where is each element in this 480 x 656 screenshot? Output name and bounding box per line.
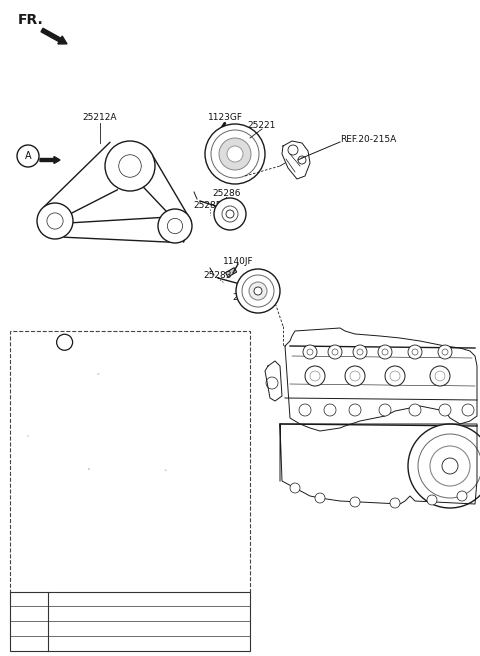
Text: REF.20-215A: REF.20-215A: [340, 136, 396, 144]
Circle shape: [324, 404, 336, 416]
Circle shape: [303, 345, 317, 359]
Circle shape: [242, 275, 274, 307]
Text: 25221: 25221: [248, 121, 276, 131]
Text: 25286: 25286: [213, 190, 241, 199]
Circle shape: [439, 404, 451, 416]
Circle shape: [37, 203, 73, 239]
Circle shape: [442, 349, 448, 355]
Circle shape: [457, 491, 467, 501]
Circle shape: [222, 206, 238, 222]
Circle shape: [378, 345, 392, 359]
Text: 1123GF: 1123GF: [207, 113, 242, 123]
Text: A: A: [24, 151, 31, 161]
Circle shape: [357, 349, 363, 355]
Circle shape: [219, 138, 251, 170]
Circle shape: [408, 345, 422, 359]
Circle shape: [307, 349, 313, 355]
Text: ALTERNATOR: ALTERNATOR: [53, 594, 110, 604]
Text: 25285P: 25285P: [193, 201, 227, 211]
Circle shape: [349, 404, 361, 416]
Circle shape: [427, 495, 437, 505]
Circle shape: [249, 282, 267, 300]
Text: AC: AC: [22, 609, 34, 619]
Circle shape: [299, 404, 311, 416]
Circle shape: [418, 434, 480, 498]
Text: DP: DP: [22, 624, 34, 633]
Text: AIR CON COMPRESSOR: AIR CON COMPRESSOR: [53, 609, 156, 619]
Circle shape: [254, 287, 262, 295]
Bar: [226, 268, 237, 277]
Circle shape: [379, 404, 391, 416]
Circle shape: [158, 209, 192, 243]
Circle shape: [442, 458, 458, 474]
Text: WP: WP: [21, 639, 35, 648]
Text: AN: AN: [21, 594, 34, 604]
Text: A: A: [61, 338, 68, 347]
FancyArrow shape: [41, 28, 67, 44]
Circle shape: [350, 371, 360, 381]
Text: WP: WP: [90, 369, 107, 379]
Circle shape: [315, 493, 325, 503]
Circle shape: [119, 155, 141, 177]
Circle shape: [211, 130, 259, 178]
Bar: [10, 331, 250, 594]
Text: 25212A: 25212A: [83, 113, 117, 123]
Circle shape: [305, 366, 325, 386]
Circle shape: [350, 497, 360, 507]
Text: FR.: FR.: [18, 13, 44, 27]
Text: DRIVE PULLEY: DRIVE PULLEY: [53, 624, 116, 633]
Circle shape: [430, 366, 450, 386]
Text: AN: AN: [21, 431, 35, 441]
Circle shape: [328, 345, 342, 359]
Text: WATER PUMP: WATER PUMP: [53, 639, 111, 648]
Circle shape: [345, 366, 365, 386]
Text: 25281: 25281: [233, 293, 261, 302]
Circle shape: [435, 371, 445, 381]
Text: DP: DP: [82, 464, 96, 474]
Circle shape: [332, 349, 338, 355]
Text: AC: AC: [158, 465, 173, 476]
Circle shape: [353, 345, 367, 359]
Circle shape: [57, 335, 72, 350]
Circle shape: [290, 483, 300, 493]
Text: 1140JF: 1140JF: [223, 256, 253, 266]
Circle shape: [390, 371, 400, 381]
Circle shape: [236, 269, 280, 313]
Bar: [10, 592, 250, 651]
Circle shape: [168, 218, 183, 234]
Circle shape: [409, 404, 421, 416]
Circle shape: [226, 210, 234, 218]
Circle shape: [430, 446, 470, 486]
Circle shape: [412, 349, 418, 355]
Circle shape: [390, 498, 400, 508]
Text: 25283: 25283: [204, 270, 232, 279]
Circle shape: [105, 141, 155, 191]
Circle shape: [408, 424, 480, 508]
Circle shape: [382, 349, 388, 355]
Circle shape: [47, 213, 63, 229]
Circle shape: [462, 404, 474, 416]
Text: VIEW: VIEW: [18, 339, 45, 349]
Circle shape: [385, 366, 405, 386]
Circle shape: [214, 198, 246, 230]
Circle shape: [438, 345, 452, 359]
Circle shape: [227, 146, 243, 162]
FancyArrow shape: [40, 157, 60, 163]
Circle shape: [310, 371, 320, 381]
FancyArrow shape: [216, 123, 226, 136]
Circle shape: [205, 124, 265, 184]
Circle shape: [17, 145, 39, 167]
